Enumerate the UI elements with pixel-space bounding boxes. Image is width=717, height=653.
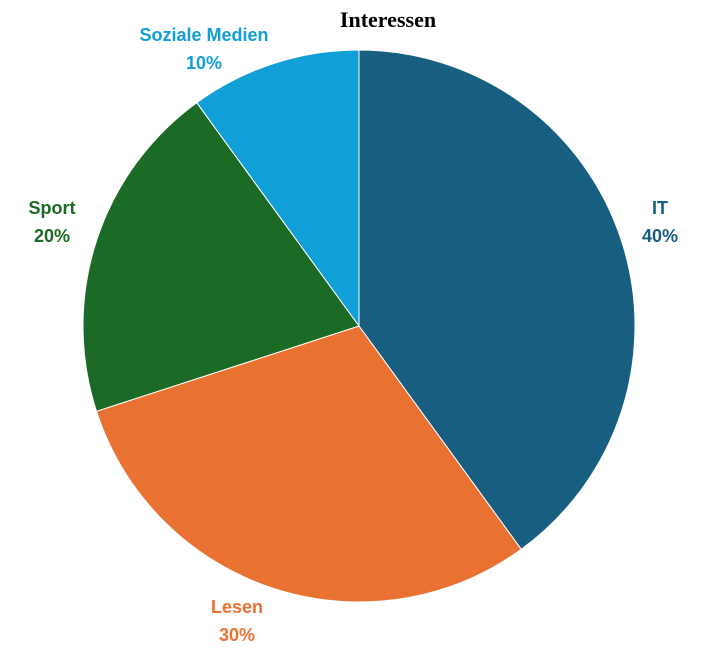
chart-title: Interessen (340, 7, 436, 32)
pie-slice-lesen (95, 325, 522, 603)
slice-label-lesen: Lesen (211, 597, 263, 617)
slice-percent-it: 40% (642, 226, 678, 246)
slice-label-it: IT (652, 198, 668, 218)
slice-label-soziale-medien: Soziale Medien (139, 25, 268, 45)
pie-slices (82, 49, 636, 603)
pie-slice-soziale-medien (196, 49, 360, 328)
slice-percent-sport: 20% (34, 226, 70, 246)
pie-slice-it (358, 49, 636, 550)
slice-percent-soziale-medien: 10% (186, 53, 222, 73)
slice-label-sport: Sport (29, 198, 76, 218)
slice-percent-lesen: 30% (219, 625, 255, 645)
pie-slice-sport (82, 102, 360, 412)
slice-labels: IT 40% Lesen 30% Sport 20% Soziale Medien 10% (29, 25, 679, 645)
